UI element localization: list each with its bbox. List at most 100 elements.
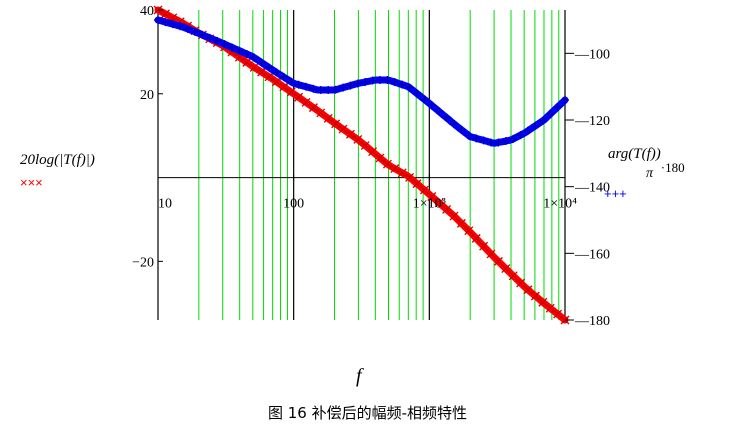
phase-marker — [331, 85, 340, 94]
phase-marker — [339, 83, 347, 92]
magnitude-marker — [323, 113, 333, 123]
phase-marker — [487, 138, 495, 147]
phase-marker — [154, 16, 162, 24]
series-layer — [153, 5, 570, 325]
magnitude-marker — [449, 211, 459, 221]
magnitude-marker — [271, 77, 281, 87]
x-tick-label: 10 — [158, 197, 172, 212]
magnitude-marker — [294, 92, 304, 102]
phase-marker — [161, 18, 170, 27]
right-axis-label-den: π — [646, 166, 654, 181]
right-tick-label: —160 — [574, 247, 610, 262]
magnitude-marker — [390, 164, 400, 174]
phase-marker — [405, 83, 414, 92]
phase-marker — [390, 78, 399, 87]
x-axis-label: f — [356, 365, 362, 387]
phase-marker — [398, 80, 407, 89]
magnitude-marker — [345, 129, 355, 139]
axes — [157, 10, 566, 320]
phase-marker — [413, 89, 421, 98]
right-tick-label: —180 — [574, 314, 610, 329]
magnitude-marker — [530, 291, 540, 301]
phase-marker — [494, 138, 503, 147]
phase-marker — [183, 24, 192, 33]
figure-caption: 图 16 补偿后的幅频-相频特性 — [267, 404, 468, 422]
phase-marker — [272, 68, 281, 77]
magnitude-marker — [427, 192, 437, 201]
magnitude-marker — [301, 97, 311, 107]
right-tick-label: —140 — [574, 181, 610, 196]
phase-marker — [213, 37, 222, 46]
phase-marker — [257, 58, 266, 67]
phase-marker — [361, 77, 370, 86]
magnitude-marker — [479, 241, 489, 251]
phase-marker — [516, 131, 525, 140]
phase-marker — [509, 134, 518, 143]
phase-marker — [450, 119, 458, 128]
phase-marker — [464, 131, 473, 140]
magnitude-marker — [264, 72, 274, 82]
magnitude-marker — [405, 172, 415, 182]
magnitude-marker — [382, 159, 392, 169]
phase-marker — [324, 86, 333, 94]
phase-marker — [538, 116, 547, 125]
magnitude-marker — [501, 264, 511, 274]
right-tick-label: —120 — [574, 114, 610, 129]
magnitude-marker — [308, 103, 318, 113]
magnitude-marker — [242, 57, 252, 67]
magnitude-marker — [249, 62, 259, 72]
phase-marker — [198, 30, 207, 39]
magnitude-marker — [368, 147, 378, 157]
legend-marker-blue: +++ — [604, 186, 627, 201]
phase-marker — [242, 49, 251, 58]
phase-marker — [442, 113, 451, 122]
magnitude-marker — [286, 87, 296, 97]
magnitude-marker — [545, 303, 555, 313]
magnitude-marker — [412, 179, 422, 189]
phase-marker — [553, 103, 562, 112]
x-tick-label: 100 — [283, 197, 304, 212]
phase-marker — [302, 82, 310, 91]
gridlines — [198, 10, 560, 320]
phase-marker — [420, 95, 429, 104]
phase-marker — [316, 86, 325, 94]
magnitude-marker — [486, 249, 496, 259]
left-tick-label: 20 — [140, 88, 154, 103]
magnitude-marker — [160, 9, 170, 19]
magnitude-marker — [338, 124, 348, 134]
phase-marker — [250, 53, 259, 62]
phase-marker — [353, 79, 362, 88]
left-axis-label: 20log(|T(f)|) — [20, 152, 95, 168]
magnitude-marker — [516, 278, 526, 288]
phase-marker — [220, 40, 229, 49]
phase-marker — [427, 101, 436, 110]
phase-marker — [561, 96, 569, 104]
tick-layer: 40 20 −20 —100 —120 —140 —160 —180 10 100 1×10³ 1×1… — [132, 4, 610, 329]
phase-marker — [168, 20, 177, 29]
magnitude-marker — [456, 218, 466, 228]
right-axis-label-mult: ·180 — [660, 160, 685, 175]
magnitude-marker — [434, 198, 444, 208]
phase-marker — [287, 77, 296, 86]
left-tick-label: 40 — [140, 4, 154, 19]
magnitude-marker — [419, 185, 429, 195]
magnitude-marker — [553, 309, 563, 319]
magnitude-marker — [360, 141, 370, 151]
magnitude-marker — [464, 226, 474, 236]
magnitude-marker — [257, 67, 267, 77]
x-tick-label: 1×10⁴ — [543, 197, 577, 212]
phase-marker — [346, 81, 355, 90]
phase-marker — [279, 73, 288, 82]
phase-marker — [435, 107, 444, 116]
phase-marker — [228, 43, 236, 52]
phase-marker — [368, 76, 377, 85]
phase-marker — [546, 110, 555, 119]
magnitude-marker — [508, 271, 518, 281]
magnitude-marker — [538, 297, 548, 307]
magnitude-marker — [316, 108, 326, 118]
phase-marker — [309, 84, 318, 93]
magnitude-marker — [523, 285, 533, 295]
phase-marker — [457, 125, 466, 134]
magnitude-marker — [397, 168, 407, 178]
